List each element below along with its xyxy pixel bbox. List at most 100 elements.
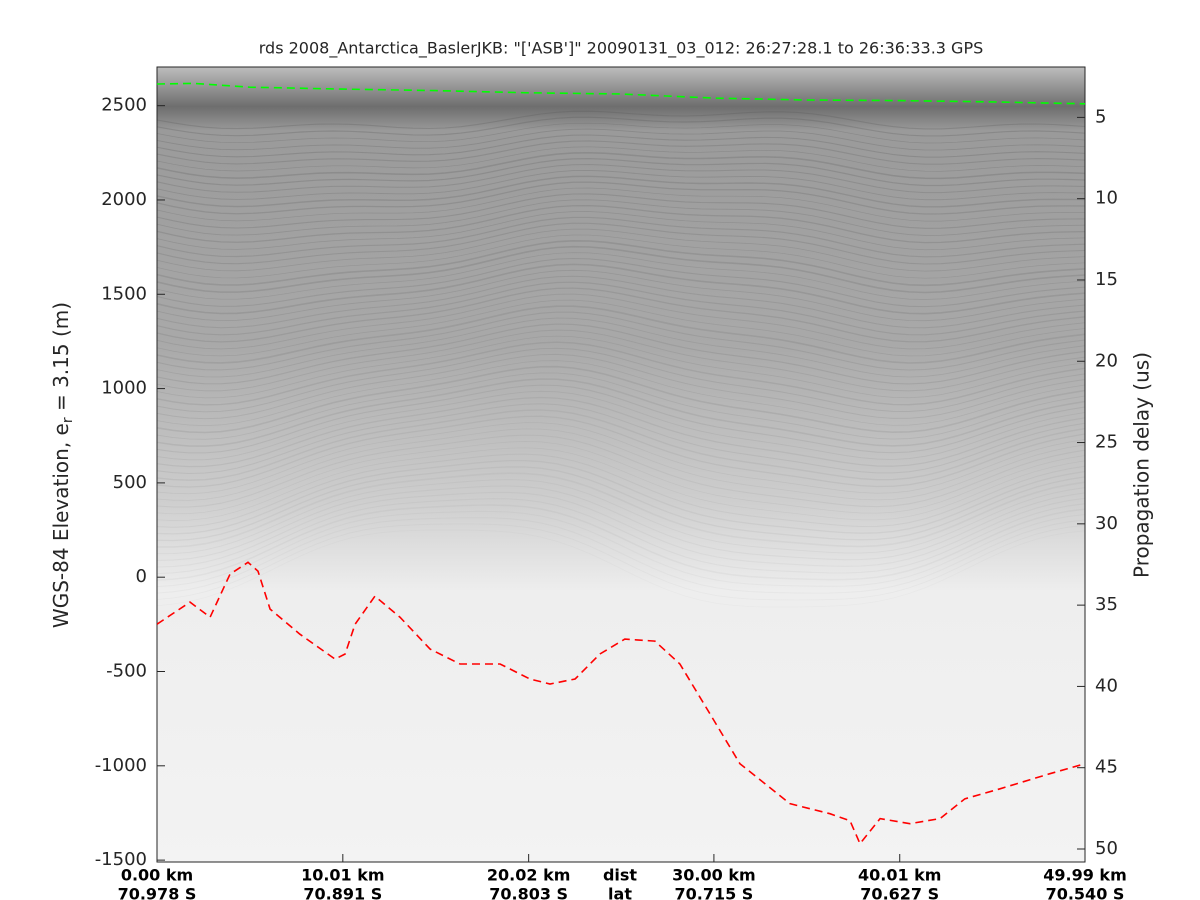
ice-layer	[157, 245, 1085, 294]
ice-layer	[157, 222, 1085, 265]
y-tick-label: 2000	[101, 189, 147, 210]
ice-layer	[157, 204, 1085, 244]
ice-layer	[157, 146, 1085, 172]
ice-layer	[157, 378, 1085, 447]
y-tick-label: 2500	[101, 95, 147, 116]
y-tick-label: 1000	[101, 378, 147, 399]
ice-layer	[157, 110, 1085, 130]
ice-layer	[157, 485, 1085, 561]
x-tick-label: 0.00 km	[121, 866, 193, 885]
ice-layer	[157, 453, 1085, 528]
ice-layer	[157, 269, 1085, 322]
ice-layer	[157, 504, 1085, 581]
ice-layer	[157, 228, 1085, 272]
ice-layer	[157, 116, 1085, 137]
ice-layer	[157, 422, 1085, 495]
ice-layer	[157, 140, 1085, 165]
y-axis-label: WGS-84 Elevation, er = 3.15 (m)	[49, 302, 77, 628]
plot-frame	[156, 66, 1086, 863]
ice-layer	[157, 498, 1085, 575]
ice-layer	[157, 353, 1085, 420]
ice-layer	[157, 199, 1085, 236]
ice-layer	[157, 384, 1085, 454]
ice-layer	[157, 134, 1085, 158]
ice-layer	[157, 347, 1085, 413]
ice-layer	[157, 187, 1085, 222]
ice-layer	[157, 323, 1085, 385]
ice-layer	[157, 281, 1085, 336]
echogram-layers	[157, 110, 1085, 601]
y2-tick-label: 35	[1095, 594, 1118, 615]
y2-tick-label: 10	[1095, 188, 1118, 209]
ice-layer	[157, 293, 1085, 350]
ice-layer	[157, 517, 1085, 594]
ice-layer	[157, 335, 1085, 399]
x-lat-label: 70.627 S	[860, 885, 939, 900]
ice-layer	[157, 169, 1085, 201]
y-tick-label: -500	[106, 661, 147, 682]
ice-layer	[157, 252, 1085, 300]
y2-tick-label: 20	[1095, 350, 1118, 371]
ice-layer	[157, 151, 1085, 180]
y2-tick-label: 50	[1095, 838, 1118, 859]
y-tick-label: -1000	[95, 755, 147, 776]
x-tick-label: 40.01 km	[858, 866, 942, 885]
ice-layer	[157, 390, 1085, 461]
ice-layer	[157, 305, 1085, 364]
x-label-dist: dist	[603, 866, 637, 885]
x-lat-label: 70.978 S	[118, 885, 197, 900]
y2-tick-label: 45	[1095, 757, 1118, 778]
x-tick-label: 30.00 km	[672, 866, 756, 885]
ice-layer	[157, 434, 1085, 508]
ice-layer	[157, 523, 1085, 601]
ice-layer	[157, 341, 1085, 406]
ice-layer	[157, 329, 1085, 392]
ice-layer	[157, 441, 1085, 515]
x-lat-label: 70.715 S	[674, 885, 753, 900]
y-tick-label: 0	[136, 566, 147, 587]
ice-layer	[157, 263, 1085, 315]
ice-layer	[157, 216, 1085, 258]
ice-layer	[157, 409, 1085, 481]
y2-tick-label: 25	[1095, 432, 1118, 453]
x-tick-label: 20.02 km	[487, 866, 571, 885]
y-label-sub: r	[60, 417, 76, 423]
ice-layer	[157, 163, 1085, 194]
ice-layer	[157, 479, 1085, 555]
y-label-text: WGS-84 Elevation, e	[49, 423, 73, 628]
ice-layer	[157, 365, 1085, 434]
y2-tick-label: 30	[1095, 513, 1118, 534]
ice-layer	[157, 491, 1085, 568]
ice-layer	[157, 472, 1085, 548]
ice-layer	[157, 459, 1085, 535]
y-tick-label: 500	[113, 472, 147, 493]
y-label-rest: = 3.15 (m)	[49, 302, 73, 417]
ice-layer	[157, 240, 1085, 287]
ice-layer	[157, 317, 1085, 378]
ice-layer	[157, 403, 1085, 475]
layer-pick	[157, 561, 1085, 846]
ice-layer	[157, 257, 1085, 308]
ice-layer	[157, 510, 1085, 588]
ice-layer	[157, 175, 1085, 208]
ice-layer	[157, 275, 1085, 329]
x-lat-label: 70.803 S	[489, 885, 568, 900]
ice-layer	[157, 415, 1085, 488]
ice-layer	[157, 128, 1085, 151]
y-tick-label: 1500	[101, 283, 147, 304]
x-tick-label: 49.99 km	[1043, 866, 1127, 885]
ice-layer	[157, 396, 1085, 468]
y2-tick-label: 5	[1095, 106, 1106, 127]
ice-layer	[157, 122, 1085, 144]
ice-layer	[157, 211, 1085, 251]
y-tick-label: -1500	[95, 849, 147, 870]
ice-layer	[157, 193, 1085, 229]
ice-layer	[157, 360, 1085, 426]
ice-layer	[157, 447, 1085, 521]
y2-tick-label: 15	[1095, 269, 1118, 290]
x-lat-label: 70.540 S	[1046, 885, 1125, 900]
layer-pick	[157, 82, 1085, 105]
echogram	[157, 67, 1085, 862]
ice-layer	[157, 158, 1085, 187]
x-label-lat: lat	[608, 885, 632, 900]
